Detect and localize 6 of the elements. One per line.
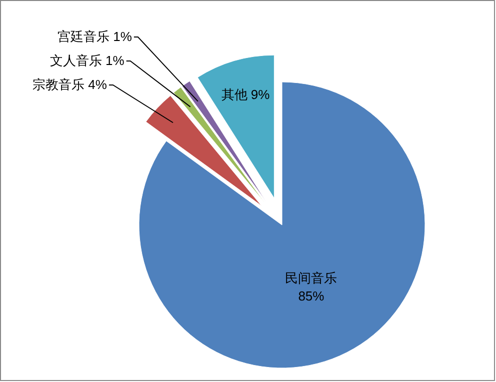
slice-label: 文人音乐 1% (50, 53, 125, 68)
slice-label: 宫廷音乐 1% (58, 29, 132, 44)
slice-label: 宗教音乐 4% (32, 77, 108, 92)
slice-label: 民间音乐 (285, 270, 338, 286)
data-label: 85% (298, 288, 325, 304)
slice-label: 其他 9% (221, 87, 270, 102)
